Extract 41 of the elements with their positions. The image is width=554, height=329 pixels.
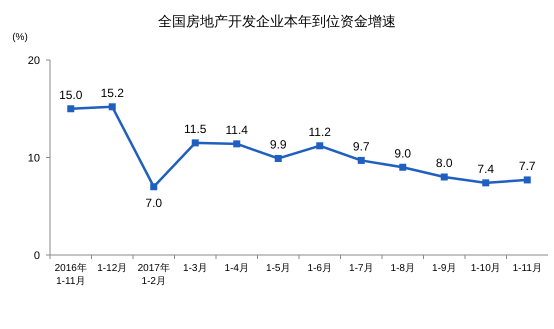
point [192, 139, 199, 146]
point [440, 174, 448, 180]
data-label: 11.4 [226, 122, 248, 137]
data-label: 15.2 [100, 86, 124, 100]
data-label: 7.0 [145, 196, 162, 210]
data-label: 9.9 [270, 137, 287, 152]
point [316, 142, 324, 150]
x-tick-label: 2016年 1-11月 [54, 262, 87, 287]
point [399, 164, 406, 171]
x-tick-label: 1-7月 [349, 263, 374, 274]
data-label: 7.4 [477, 162, 494, 176]
x-tick-label: 1-9月 [432, 263, 456, 274]
data-label: 8.0 [436, 156, 453, 170]
x-tick-label: 1-3月 [183, 263, 208, 274]
data-label: 11.2 [308, 124, 332, 139]
point [233, 140, 240, 148]
y-tick-label: 0 [34, 250, 40, 262]
point [358, 156, 365, 164]
x-tick-label: 1-8月 [390, 263, 415, 274]
x-tick-label: 1-10月 [470, 263, 501, 274]
x-tick-label: 1-6月 [308, 263, 332, 274]
data-label: 9.0 [394, 146, 412, 160]
x-tick-label: 1-5月 [266, 263, 290, 274]
point [482, 179, 490, 186]
point [524, 176, 531, 184]
x-tick-label: 1-12月 [97, 263, 128, 274]
x-tick-label: 1-11月 [512, 263, 542, 274]
y-tick-label: 10 [28, 152, 40, 164]
x-tick-label: 1-4月 [224, 263, 249, 274]
point [67, 105, 74, 112]
point [150, 183, 158, 190]
y-tick-label: 20 [28, 55, 40, 67]
y-axis-title: (%) [12, 32, 28, 43]
data-label: 7.7 [518, 158, 536, 173]
data-label: 15.0 [59, 88, 83, 102]
data-label: 11.5 [184, 122, 207, 136]
data-label: 9.7 [352, 139, 370, 154]
point [274, 154, 282, 162]
point [108, 103, 116, 110]
chart-title: 全国房地产开发企业本年到位资金增速 [158, 13, 396, 29]
x-tick-label: 2017年 1-2月 [138, 262, 170, 287]
